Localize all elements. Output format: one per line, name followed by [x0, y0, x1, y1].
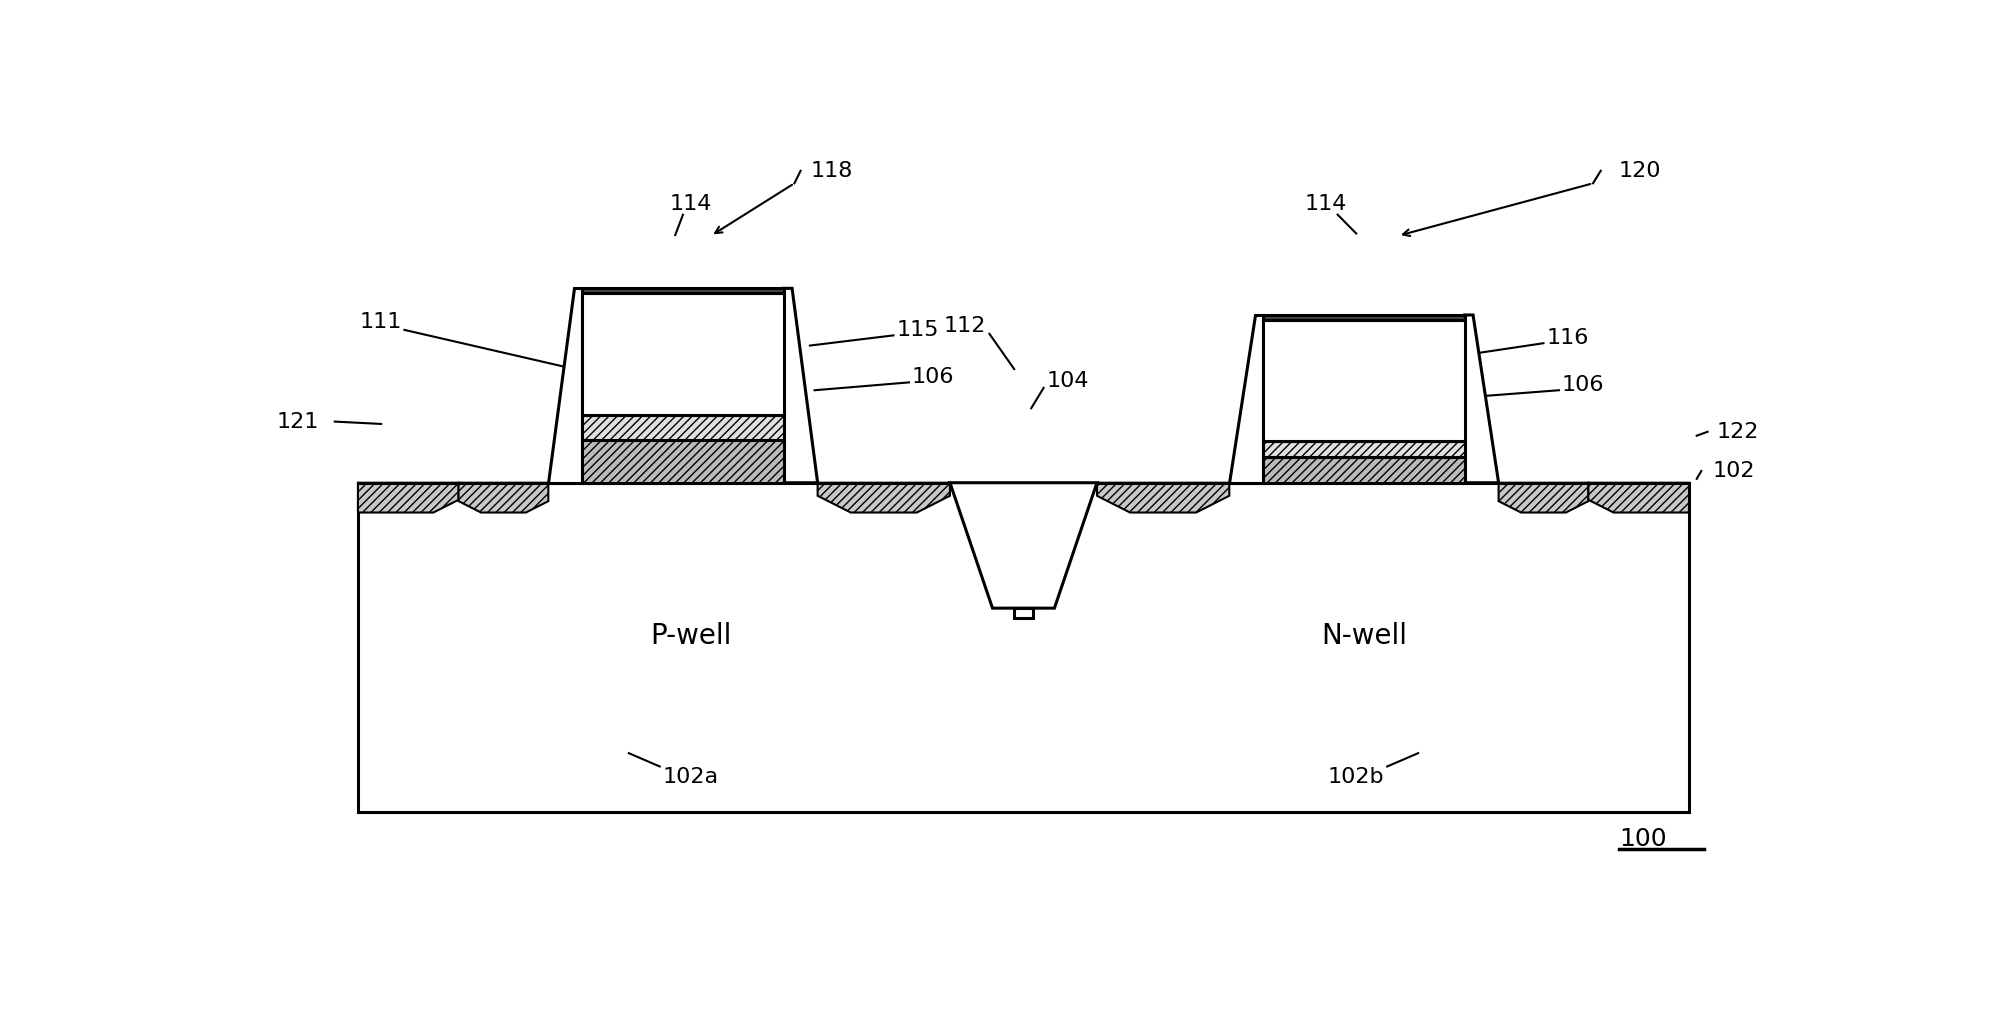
- Polygon shape: [459, 483, 549, 512]
- Text: 120: 120: [1618, 161, 1662, 181]
- Text: 106: 106: [913, 366, 955, 387]
- Bar: [1264, 315, 1464, 320]
- Text: N-well: N-well: [1320, 622, 1408, 649]
- Text: 114: 114: [669, 194, 711, 215]
- Text: 122: 122: [1717, 421, 1759, 442]
- Text: 115: 115: [897, 320, 939, 340]
- Text: 102: 102: [1711, 461, 1755, 480]
- Polygon shape: [1498, 483, 1588, 512]
- Bar: [1264, 320, 1464, 441]
- Bar: [583, 288, 783, 293]
- Polygon shape: [549, 288, 583, 483]
- Text: 118: 118: [811, 161, 853, 181]
- Text: 104: 104: [1046, 371, 1088, 391]
- Polygon shape: [357, 483, 459, 512]
- Bar: [583, 293, 783, 414]
- Bar: [1264, 457, 1464, 483]
- Text: 100: 100: [1620, 828, 1667, 851]
- Polygon shape: [1464, 315, 1498, 483]
- Bar: [357, 483, 1689, 812]
- Polygon shape: [951, 483, 1096, 608]
- Text: 121: 121: [278, 411, 320, 432]
- Polygon shape: [1230, 315, 1264, 483]
- Bar: [1264, 441, 1464, 457]
- Text: 102b: 102b: [1328, 767, 1384, 787]
- Polygon shape: [817, 483, 951, 512]
- Text: 106: 106: [1562, 375, 1604, 395]
- Text: 114: 114: [1304, 194, 1346, 215]
- Bar: [1014, 608, 1032, 618]
- Bar: [583, 414, 783, 440]
- Polygon shape: [1096, 483, 1230, 512]
- Text: 112: 112: [943, 316, 987, 336]
- Text: 116: 116: [1546, 328, 1590, 348]
- Polygon shape: [783, 288, 817, 483]
- Text: P-well: P-well: [651, 622, 731, 649]
- Bar: [583, 440, 783, 483]
- Text: STI: STI: [1004, 549, 1042, 573]
- Text: 111: 111: [359, 313, 401, 332]
- Text: 102a: 102a: [663, 767, 719, 787]
- Polygon shape: [1588, 483, 1689, 512]
